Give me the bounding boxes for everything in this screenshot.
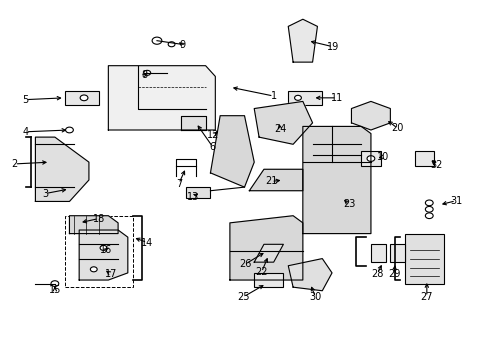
Bar [389,244,404,262]
Text: 19: 19 [326,42,338,52]
Bar [370,244,385,262]
Polygon shape [181,116,205,130]
Text: 21: 21 [264,176,277,186]
Polygon shape [108,66,215,130]
Circle shape [294,95,301,100]
Polygon shape [210,116,254,187]
Polygon shape [302,126,370,234]
Circle shape [168,42,175,47]
Bar [64,91,99,105]
Circle shape [80,95,88,101]
Text: 14: 14 [141,238,153,248]
Polygon shape [229,216,302,280]
Text: 13: 13 [187,192,199,202]
Text: 32: 32 [429,159,441,170]
Text: 25: 25 [237,292,249,302]
Text: 17: 17 [104,269,117,279]
Polygon shape [287,19,317,62]
Text: 4: 4 [22,127,29,137]
Text: 5: 5 [22,95,29,105]
Polygon shape [254,102,312,144]
Text: 11: 11 [330,93,342,103]
Bar [287,91,322,105]
Bar [404,234,443,284]
Polygon shape [79,230,127,280]
Text: 7: 7 [175,179,182,189]
Text: 20: 20 [391,123,403,133]
Polygon shape [287,258,331,291]
Text: 28: 28 [370,269,383,279]
Text: 6: 6 [209,142,216,152]
Circle shape [90,267,97,272]
Circle shape [143,70,150,75]
Text: 16: 16 [100,245,112,255]
Circle shape [152,37,162,44]
Bar [414,152,433,166]
Polygon shape [254,244,283,262]
Text: 29: 29 [387,269,400,279]
Text: 1: 1 [270,91,276,101]
Bar [361,152,380,166]
Bar [186,187,210,198]
Text: 31: 31 [449,196,461,206]
Text: 26: 26 [239,259,251,269]
Text: 15: 15 [49,285,61,295]
Polygon shape [69,216,118,234]
Circle shape [65,127,73,133]
Polygon shape [351,102,389,130]
Text: 18: 18 [92,213,104,224]
Bar [254,273,283,287]
Text: 27: 27 [420,292,432,302]
Text: 22: 22 [255,267,267,277]
Text: 2: 2 [11,159,18,169]
Circle shape [366,156,374,161]
Text: 24: 24 [273,124,285,134]
Text: 9: 9 [179,40,185,50]
Text: 8: 8 [142,69,147,80]
Text: 23: 23 [342,199,354,209]
Text: 30: 30 [309,292,321,302]
Circle shape [51,281,59,287]
Circle shape [100,246,107,250]
Text: 3: 3 [42,189,48,199]
Text: 12: 12 [206,130,219,140]
Polygon shape [249,169,302,191]
Polygon shape [35,137,89,202]
Text: 10: 10 [376,152,388,162]
